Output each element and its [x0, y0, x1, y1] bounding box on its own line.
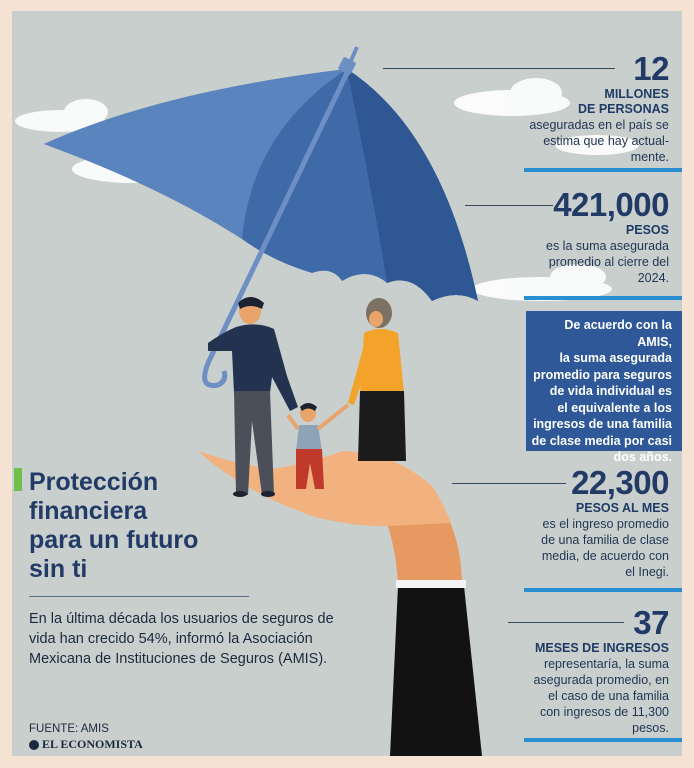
illustration: [15, 46, 639, 756]
stat-desc-line: estima que hay actual-: [543, 134, 669, 148]
clouds: [15, 78, 639, 301]
stat-block-4: 37 MESES DE INGRESOS representaría, la s…: [533, 606, 669, 736]
stat-desc-2: es la suma asegurada promedio al cierre …: [546, 238, 669, 286]
stat-desc-line: mente.: [630, 150, 669, 164]
callout-line: De acuerdo con la AMIS,: [564, 318, 672, 349]
stat-number-2: 421,000: [553, 186, 669, 223]
title-line: sin ti: [29, 555, 88, 583]
stat-desc-line: asegurada promedio, en: [533, 673, 669, 687]
stat-unit-line: PESOS: [625, 223, 669, 237]
title-marker: [14, 468, 22, 491]
child-figure: [286, 403, 350, 489]
stat-unit-line: PESOS AL MES: [575, 501, 669, 515]
callout-box: De acuerdo con la AMIS, la suma asegurad…: [526, 311, 682, 464]
leader-line-2: [465, 205, 553, 206]
stat-desc-4: representaría, la suma asegurada promedi…: [533, 656, 669, 736]
callout-line: de vida individual es: [549, 384, 672, 398]
stat-desc-line: con ingresos de 11,300: [539, 705, 669, 719]
stat-bar-1: [524, 168, 682, 172]
stat-unit-line: MILLONES: [604, 87, 669, 101]
man-figure: [208, 297, 298, 497]
leader-line-4: [508, 622, 624, 623]
brand-logo: EL ECONOMISTA: [29, 737, 143, 752]
brand-icon: [29, 739, 39, 750]
stat-unit-2: PESOS: [546, 223, 669, 238]
title-divider: [29, 596, 249, 597]
stat-block-2: 421,000 PESOS es la suma asegurada prome…: [546, 186, 670, 286]
callout-line: promedio para seguros: [533, 367, 672, 382]
stat-unit-4: MESES DE INGRESOS: [533, 641, 669, 656]
stat-desc-line: pesos.: [632, 721, 669, 735]
callout-line: la suma asegurada: [559, 351, 672, 365]
stat-number-3: 22,300: [571, 464, 669, 501]
stat-unit-1: MILLONES DE PERSONAS: [529, 87, 669, 117]
stat-desc-line: el Inegi.: [625, 565, 669, 579]
stat-number-1: 12: [633, 50, 669, 87]
stat-desc-line: promedio al cierre del: [548, 255, 669, 269]
stat-desc-line: de una familia de clase: [541, 533, 669, 547]
stat-desc-3: es el ingreso promedio de una familia de…: [541, 516, 669, 580]
leader-line-3: [452, 483, 566, 484]
stat-desc-line: aseguradas en el país se: [529, 118, 669, 132]
title-line: financiera: [29, 497, 148, 525]
leader-line-1: [383, 68, 615, 69]
stat-unit-line: DE PERSONAS: [578, 102, 669, 116]
callout-line: ingresos de una familia: [533, 417, 672, 431]
umbrella: [44, 46, 478, 389]
stat-desc-line: 2024.: [637, 271, 669, 285]
stat-number-4: 37: [633, 604, 669, 641]
stat-unit-3: PESOS AL MES: [541, 501, 669, 516]
intro-paragraph: En la última década los usuarios de segu…: [29, 611, 334, 667]
source-credit: FUENTE: AMIS: [29, 723, 109, 735]
stat-bar-4: [524, 738, 682, 742]
stat-bar-2: [524, 296, 682, 300]
stat-unit-line: MESES DE INGRESOS: [534, 641, 669, 655]
title-line: Protección: [29, 468, 159, 496]
stat-desc-line: el caso de una familia: [548, 689, 669, 703]
stat-block-1: 12 MILLONES DE PERSONAS aseguradas en el…: [529, 52, 669, 165]
callout-line: dos años.: [613, 450, 672, 464]
callout-line: de clase media por casi: [531, 433, 672, 448]
woman-figure: [348, 298, 406, 461]
stat-desc-line: es el ingreso promedio: [542, 517, 669, 531]
brand-name: EL ECONOMISTA: [42, 737, 143, 751]
callout-line: el equivalente a los: [557, 400, 672, 415]
title-line: para un futuro: [29, 526, 199, 554]
stat-desc-line: media, de acuerdo con: [541, 549, 669, 563]
page-title: Protección financiera para un futuro sin…: [29, 468, 269, 584]
stat-block-3: 22,300 PESOS AL MES es el ingreso promed…: [541, 466, 669, 580]
stat-desc-line: es la suma asegurada: [546, 239, 669, 253]
stat-bar-3: [524, 588, 682, 592]
stat-desc-1: aseguradas en el país se estima que hay …: [529, 117, 669, 165]
stat-desc-line: representaría, la suma: [543, 657, 669, 671]
